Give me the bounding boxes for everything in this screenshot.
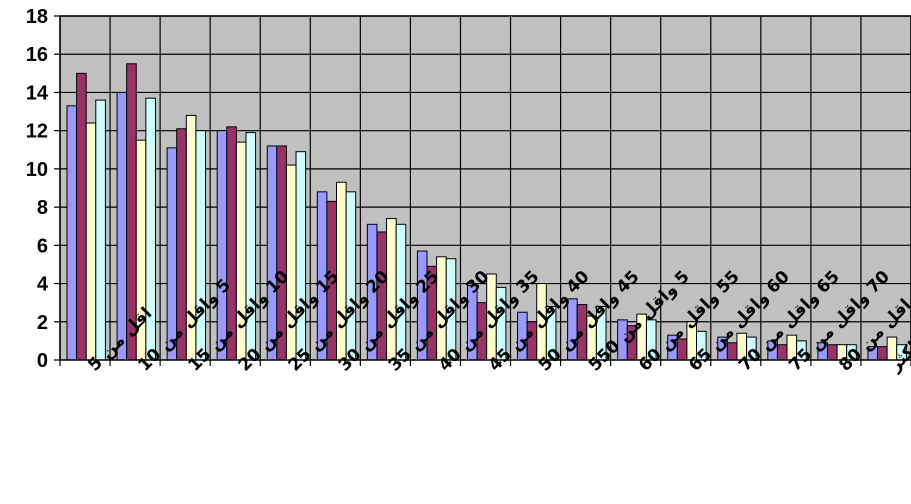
y-tick-label: 14 <box>26 82 49 104</box>
y-tick-label: 2 <box>37 312 48 334</box>
y-tick-label: 4 <box>37 274 49 296</box>
bar <box>877 346 888 361</box>
bars <box>66 63 907 361</box>
y-tick-label: 10 <box>26 159 48 181</box>
plot-border <box>59 15 911 361</box>
bar <box>66 105 78 361</box>
bar <box>85 122 97 361</box>
y-tick-label: 18 <box>26 6 48 28</box>
bar <box>386 218 397 361</box>
bar <box>76 72 87 361</box>
y-tick-label: 8 <box>37 197 48 219</box>
bar <box>345 191 357 361</box>
y-tick-label: 0 <box>37 350 48 372</box>
bar <box>826 344 838 361</box>
y-tick-label: 16 <box>26 44 48 66</box>
bar <box>776 344 788 361</box>
y-tick-label: 12 <box>26 121 48 143</box>
axes <box>54 15 911 366</box>
bar <box>95 99 106 361</box>
y-tick-label: 6 <box>37 235 48 257</box>
y-tick-labels: 0 2 4 6 8 10 12 14 16 18 <box>26 6 49 372</box>
bar <box>295 151 307 361</box>
